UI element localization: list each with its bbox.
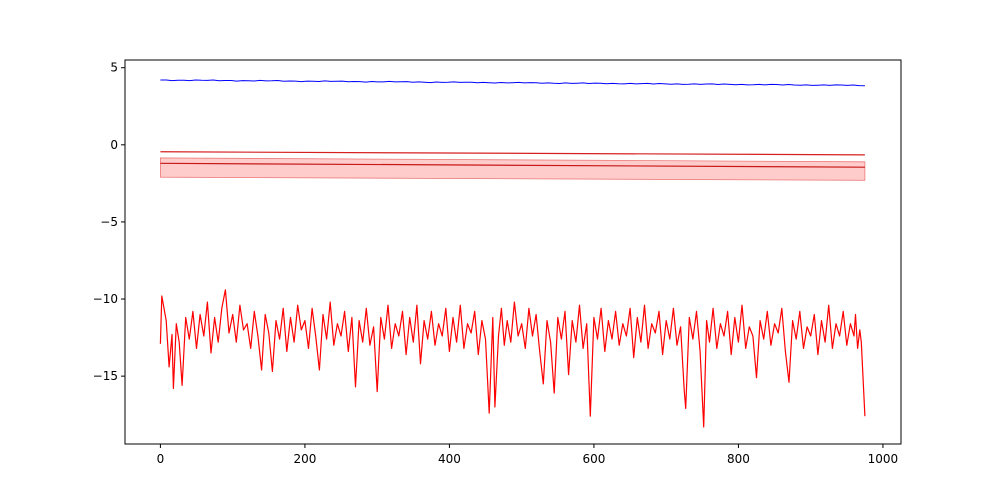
x-tick-label: 0 (157, 452, 165, 466)
y-tick-label: 5 (110, 61, 118, 75)
x-tick-label: 1000 (868, 452, 899, 466)
shaded-band (159, 157, 866, 181)
y-tick-label: −10 (93, 292, 118, 306)
x-tick-label: 800 (727, 452, 750, 466)
x-axis: 0 200 400 600 800 1000 (157, 444, 899, 466)
series-noisy-red-line (159, 289, 866, 428)
y-tick-label: −15 (93, 369, 118, 383)
plot-area (159, 79, 866, 428)
series-mean-line (160, 162, 865, 168)
y-axis: 5 0 −5 −10 −15 (93, 61, 125, 383)
shaded-band-layer (159, 157, 866, 181)
axes-frame (124, 59, 902, 445)
series-red-trend-line (160, 151, 865, 156)
series-layer (159, 79, 866, 428)
y-tick-label: −5 (100, 215, 118, 229)
series-blue-line (160, 79, 865, 87)
x-tick-label: 200 (293, 452, 316, 466)
y-tick-label: 0 (110, 138, 118, 152)
x-tick-label: 600 (582, 452, 605, 466)
x-tick-label: 400 (438, 452, 461, 466)
